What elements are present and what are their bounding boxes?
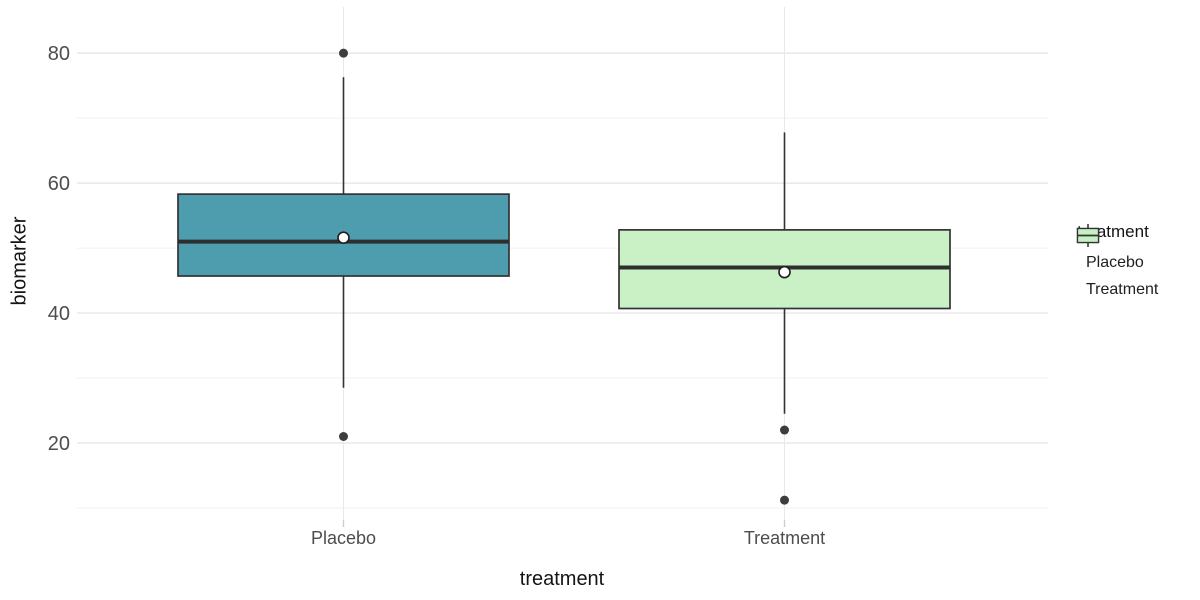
x-tick-label: Treatment: [744, 528, 825, 548]
x-tick-label: Placebo: [311, 528, 376, 548]
y-tick-label: 20: [48, 433, 70, 455]
outlier-point-treatment: [780, 425, 789, 435]
y-tick-label: 60: [48, 173, 70, 195]
legend-entry-label: Treatment: [1086, 280, 1159, 298]
outlier-point-placebo: [339, 48, 348, 58]
legend-entry-treatment: Treatment: [1075, 224, 1159, 303]
y-tick-label: 80: [48, 43, 70, 65]
mean-point-treatment: [778, 265, 791, 279]
x-axis-title: treatment: [519, 568, 605, 590]
legend: treatment Placebo Treatment: [1075, 222, 1158, 303]
legend-entry-label: Placebo: [1086, 253, 1144, 271]
outlier-point-treatment: [780, 495, 789, 505]
legend-key-boxplot-icon: [1076, 224, 1100, 247]
legend-entry-placebo: Placebo: [1075, 224, 1158, 276]
legend-entries: Placebo Treatment: [1075, 224, 1159, 303]
y-axis-title: biomarker: [8, 216, 31, 306]
y-tick-label: 40: [48, 303, 70, 325]
outlier-point-placebo: [339, 432, 348, 442]
mean-point-placebo: [337, 231, 350, 244]
